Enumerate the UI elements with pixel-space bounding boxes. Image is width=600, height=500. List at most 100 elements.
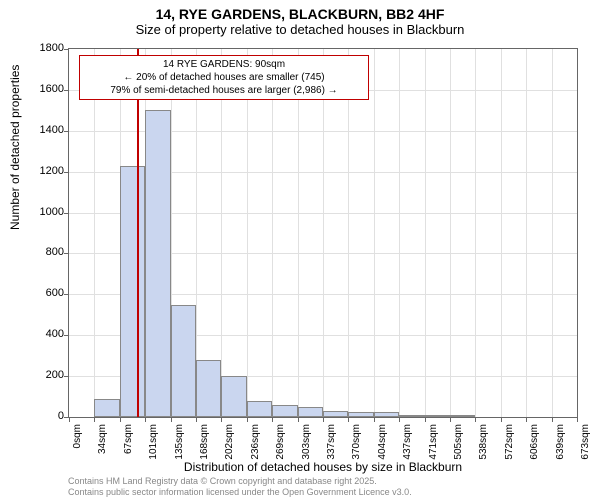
gridline-v <box>247 49 248 417</box>
histogram-bar <box>323 411 348 417</box>
xtick-label: 370sqm <box>351 424 362 460</box>
xtick-label: 236sqm <box>250 424 261 460</box>
histogram-bar <box>298 407 323 417</box>
gridline-v <box>272 49 273 417</box>
annotation-line-1: 14 RYE GARDENS: 90sqm <box>86 58 362 71</box>
histogram-bar <box>196 360 221 417</box>
gridline-v <box>374 49 375 417</box>
footer-line-2: Contains public sector information licen… <box>68 487 412 498</box>
histogram-bar <box>425 415 450 417</box>
xtick <box>374 417 375 422</box>
gridline-v <box>526 49 527 417</box>
xtick-label: 0sqm <box>72 424 83 448</box>
ytick-label: 400 <box>46 328 64 340</box>
ytick <box>64 213 69 214</box>
ytick <box>64 131 69 132</box>
histogram-bar <box>374 412 399 417</box>
ytick <box>64 90 69 91</box>
ytick <box>64 49 69 50</box>
xtick <box>120 417 121 422</box>
gridline-v <box>221 49 222 417</box>
xtick <box>298 417 299 422</box>
plot-area: 14 RYE GARDENS: 90sqm ← 20% of detached … <box>68 48 578 418</box>
xtick <box>425 417 426 422</box>
ytick <box>64 253 69 254</box>
xtick <box>69 417 70 422</box>
histogram-bar <box>221 376 246 417</box>
xtick-label: 437sqm <box>402 424 413 460</box>
gridline-v <box>399 49 400 417</box>
xtick-label: 505sqm <box>453 424 464 460</box>
xtick-label: 538sqm <box>478 424 489 460</box>
ytick-label: 600 <box>46 287 64 299</box>
xtick <box>94 417 95 422</box>
gridline-v <box>475 49 476 417</box>
gridline-v <box>348 49 349 417</box>
xtick-label: 67sqm <box>123 424 134 454</box>
xtick-label: 337sqm <box>326 424 337 460</box>
annotation-line-3: 79% of semi-detached houses are larger (… <box>86 84 362 97</box>
histogram-bar <box>171 305 196 417</box>
ytick <box>64 294 69 295</box>
xtick <box>247 417 248 422</box>
footer-attribution: Contains HM Land Registry data © Crown c… <box>68 476 412 498</box>
chart-title: 14, RYE GARDENS, BLACKBURN, BB2 4HF <box>0 0 600 22</box>
xtick <box>501 417 502 422</box>
gridline-v <box>450 49 451 417</box>
xtick <box>171 417 172 422</box>
xtick <box>399 417 400 422</box>
gridline-v <box>552 49 553 417</box>
ytick-label: 200 <box>46 369 64 381</box>
y-axis-label: Number of detached properties <box>8 65 22 230</box>
xtick <box>475 417 476 422</box>
xtick <box>323 417 324 422</box>
ytick-label: 800 <box>46 246 64 258</box>
annotation-line-2: ← 20% of detached houses are smaller (74… <box>86 71 362 84</box>
xtick-label: 572sqm <box>504 424 515 460</box>
xtick-label: 101sqm <box>148 424 159 460</box>
histogram-bar <box>399 415 424 417</box>
xtick <box>526 417 527 422</box>
property-marker-line <box>137 49 139 417</box>
gridline-v <box>425 49 426 417</box>
ytick <box>64 172 69 173</box>
xtick <box>221 417 222 422</box>
xtick <box>450 417 451 422</box>
ytick-label: 1400 <box>40 124 64 136</box>
histogram-bar <box>272 405 297 417</box>
xtick-label: 34sqm <box>97 424 108 454</box>
xtick-label: 471sqm <box>428 424 439 460</box>
histogram-bar <box>94 399 119 417</box>
ytick-label: 1600 <box>40 83 64 95</box>
xtick-label: 639sqm <box>555 424 566 460</box>
gridline-v <box>323 49 324 417</box>
xtick-label: 135sqm <box>174 424 185 460</box>
histogram-bar <box>145 110 170 417</box>
histogram-bar <box>348 412 373 417</box>
gridline-v <box>501 49 502 417</box>
xtick-label: 673sqm <box>580 424 591 460</box>
gridline-v <box>298 49 299 417</box>
ytick <box>64 335 69 336</box>
xtick-label: 404sqm <box>377 424 388 460</box>
xtick <box>348 417 349 422</box>
histogram-bar <box>247 401 272 417</box>
xtick-label: 269sqm <box>275 424 286 460</box>
ytick-label: 1800 <box>40 42 64 54</box>
xtick <box>196 417 197 422</box>
ytick-label: 1000 <box>40 206 64 218</box>
xtick-label: 606sqm <box>529 424 540 460</box>
xtick-label: 168sqm <box>199 424 210 460</box>
histogram-bar <box>120 166 145 417</box>
chart-subtitle: Size of property relative to detached ho… <box>0 22 600 41</box>
ytick <box>64 376 69 377</box>
ytick-label: 0 <box>58 410 64 422</box>
xtick-label: 202sqm <box>224 424 235 460</box>
x-axis-label: Distribution of detached houses by size … <box>68 460 578 474</box>
chart-container: 14, RYE GARDENS, BLACKBURN, BB2 4HF Size… <box>0 0 600 500</box>
footer-line-1: Contains HM Land Registry data © Crown c… <box>68 476 412 487</box>
xtick <box>272 417 273 422</box>
ytick-label: 1200 <box>40 165 64 177</box>
xtick-label: 303sqm <box>301 424 312 460</box>
xtick <box>552 417 553 422</box>
